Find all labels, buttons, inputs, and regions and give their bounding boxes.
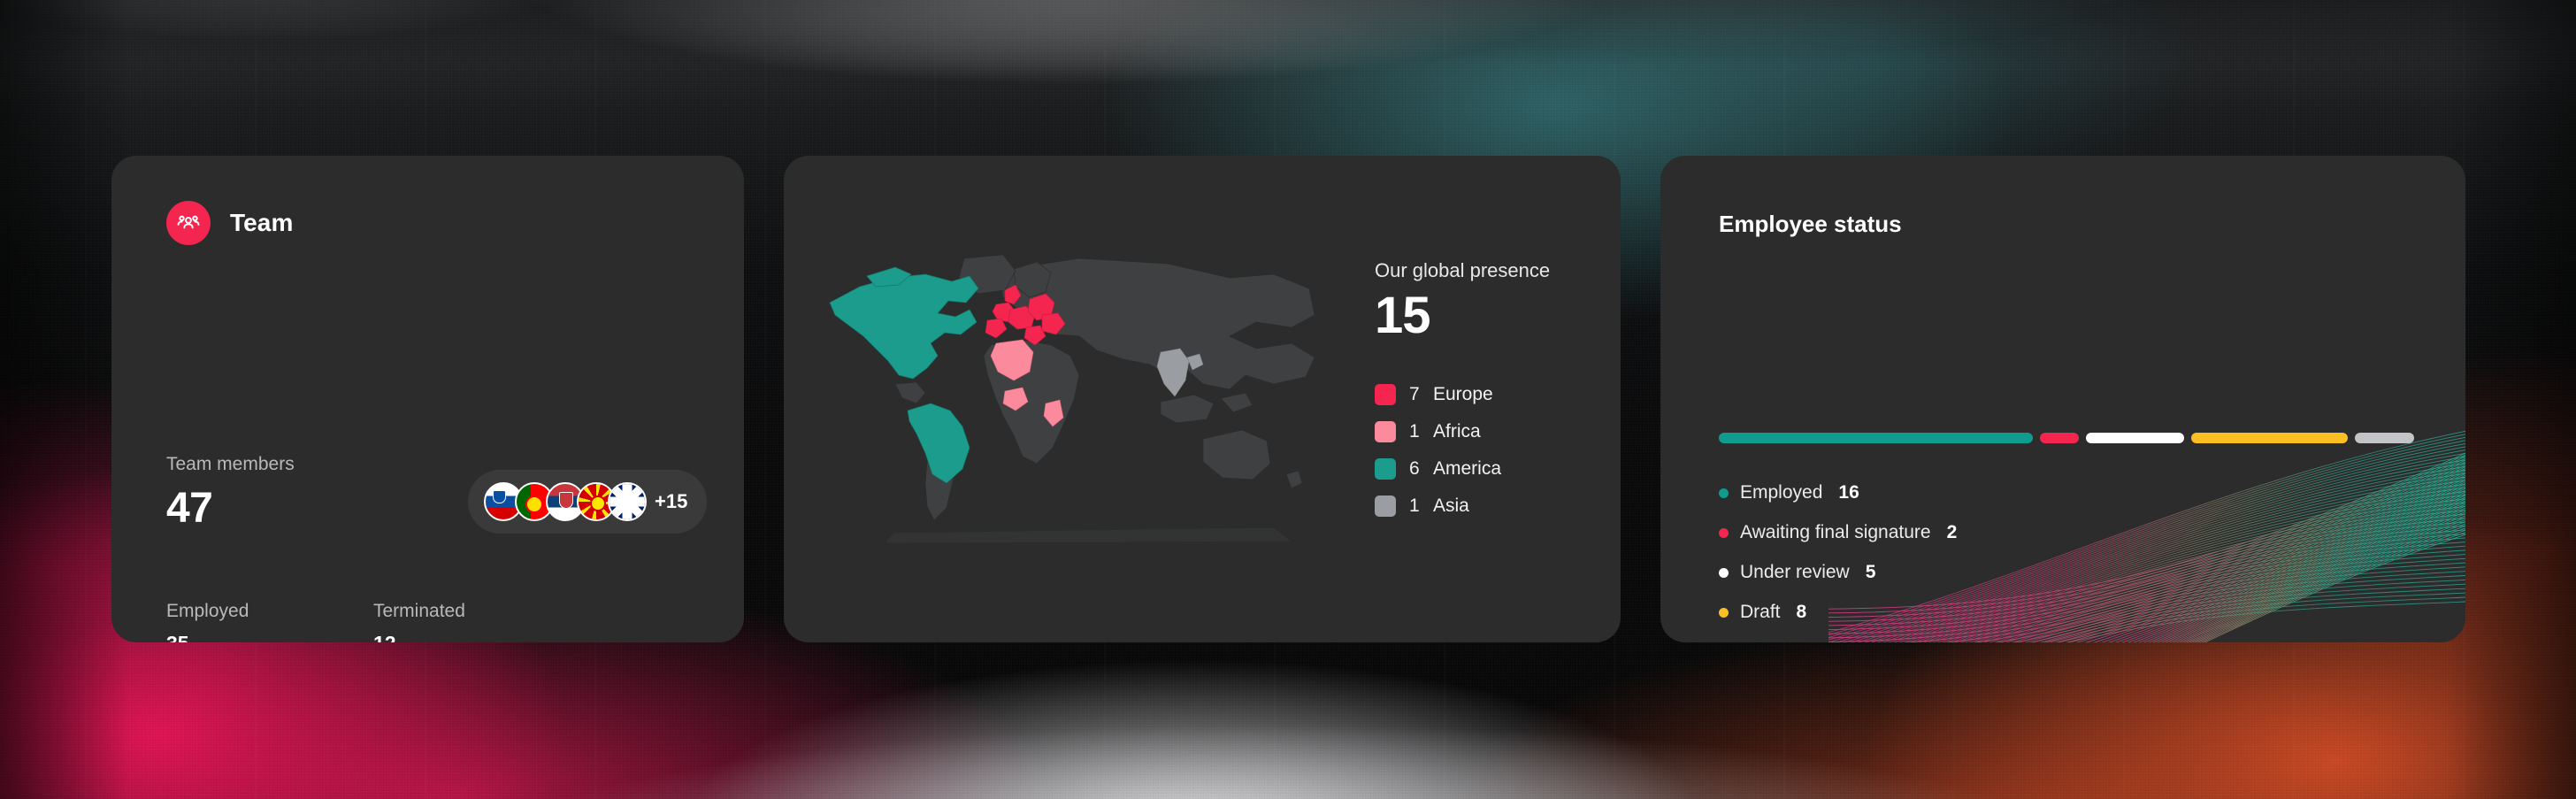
legend-count-asia: 1: [1409, 496, 1420, 516]
legend-swatch-europe: [1375, 384, 1396, 405]
status-label-draft: Draft: [1740, 602, 1781, 622]
employee-status-title: Employee status: [1719, 211, 1902, 237]
legend-item-america[interactable]: 6 America: [1375, 458, 1501, 480]
legend-item-asia[interactable]: 1 Asia: [1375, 496, 1501, 517]
employee-status-bar: [1719, 433, 2414, 443]
united-kingdom-flag: [608, 482, 647, 521]
employed-stat-value: 35: [166, 634, 189, 643]
status-bar-segment-awaiting-final-signature: [2039, 433, 2080, 443]
status-legend-item-draft[interactable]: Draft 8: [1719, 602, 1957, 622]
team-members-label: Team members: [166, 454, 295, 474]
legend-swatch-africa: [1375, 421, 1396, 442]
status-legend-item-employed[interactable]: Employed 16: [1719, 482, 1957, 503]
legend-label-america: America: [1433, 458, 1502, 479]
people-group-icon: [166, 201, 211, 245]
employed-stat-label: Employed: [166, 601, 249, 621]
team-members-value: 47: [166, 485, 213, 532]
legend-swatch-asia: [1375, 496, 1396, 517]
status-label-employed: Employed: [1740, 482, 1823, 503]
status-dot-employed: [1719, 488, 1729, 498]
status-legend-item-under-review[interactable]: Under review 5: [1719, 562, 1957, 582]
status-label-awaiting-final-signature: Awaiting final signature: [1740, 522, 1931, 542]
map-region-africa: [990, 339, 1064, 427]
status-dot-awaiting-final-signature: [1719, 527, 1729, 538]
team-card-header: Team: [166, 201, 293, 245]
legend-label-europe: Europe: [1433, 384, 1493, 404]
terminated-stat-label: Terminated: [373, 601, 465, 621]
legend-count-africa: 1: [1409, 421, 1420, 442]
north-macedonia-flag: [577, 482, 616, 521]
legend-count-america: 6: [1409, 458, 1420, 479]
status-count-draft: 8: [1796, 602, 1807, 622]
status-dot-draft: [1719, 607, 1729, 618]
status-label-under-review: Under review: [1740, 562, 1850, 582]
map-region-asia: [1156, 348, 1204, 397]
status-bar-segment-under-review: [2086, 433, 2185, 443]
status-count-under-review: 5: [1865, 562, 1876, 582]
global-presence-legend: 7 Europe 1 Africa 6 America 1 Asia: [1375, 384, 1501, 517]
status-count-awaiting-final-signature: 2: [1946, 522, 1958, 542]
team-card: Team Team members 47 +15 Employed 35 Ter…: [111, 156, 744, 642]
legend-label-africa: Africa: [1433, 421, 1481, 442]
map-region-america: [829, 266, 979, 484]
legend-swatch-america: [1375, 458, 1396, 480]
global-presence-value: 15: [1375, 287, 1431, 344]
legend-item-europe[interactable]: 7 Europe: [1375, 384, 1501, 405]
map-region-europe: [985, 284, 1066, 346]
employee-status-card: Employee status Employed 16 Awaiting fin…: [1660, 156, 2465, 642]
world-map[interactable]: [814, 251, 1327, 543]
team-flag-avatars[interactable]: +15: [468, 470, 708, 534]
global-presence-card: Our global presence 15 7 Europe 1 Africa…: [784, 156, 1621, 642]
status-count-employed: 16: [1838, 482, 1859, 503]
status-bar-segment-draft: [2191, 433, 2349, 443]
legend-item-africa[interactable]: 1 Africa: [1375, 421, 1501, 442]
global-presence-title: Our global presence: [1375, 259, 1551, 281]
legend-label-asia: Asia: [1433, 496, 1469, 516]
flags-overflow-count: +15: [655, 490, 688, 512]
status-bar-segment-employed: [1719, 433, 2033, 443]
legend-count-europe: 7: [1409, 384, 1420, 404]
team-card-title: Team: [230, 209, 294, 236]
status-dot-under-review: [1719, 567, 1729, 578]
terminated-stat-value: 12: [373, 634, 396, 643]
status-bar-segment-terminated: [2355, 433, 2414, 443]
employee-status-legend: Employed 16 Awaiting final signature 2 U…: [1719, 482, 1958, 642]
status-legend-item-awaiting-final-signature[interactable]: Awaiting final signature 2: [1719, 522, 1958, 542]
